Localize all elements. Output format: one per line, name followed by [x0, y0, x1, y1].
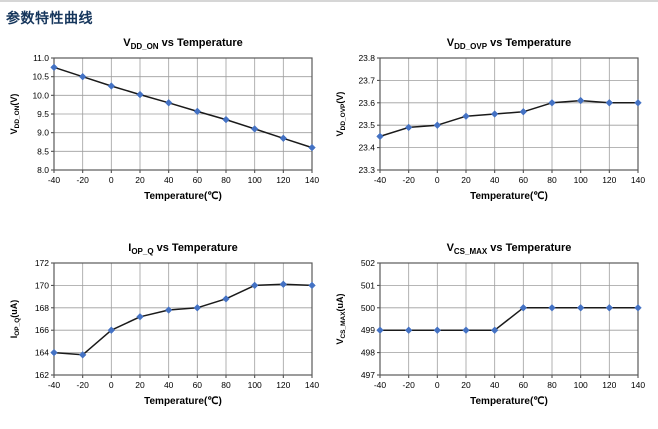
- svg-text:8.5: 8.5: [37, 146, 49, 156]
- svg-text:100: 100: [574, 175, 588, 185]
- svg-text:120: 120: [602, 175, 616, 185]
- svg-text:80: 80: [547, 380, 557, 390]
- svg-text:172: 172: [35, 258, 49, 268]
- svg-text:120: 120: [276, 175, 290, 185]
- svg-text:170: 170: [35, 281, 49, 291]
- chart-plot-vdd-ovp: 23.3 23.4 23.5 23.6 23.7 23.8 -40 -20 0 20 40 60 80 1…: [332, 52, 648, 204]
- svg-text:11.0: 11.0: [33, 53, 49, 63]
- svg-text:168: 168: [35, 303, 49, 313]
- chart-title-iop-q: IOP_Q vs Temperature: [128, 242, 238, 257]
- svg-text:Temperature(℃): Temperature(℃): [144, 396, 222, 407]
- svg-text:0: 0: [435, 380, 440, 390]
- svg-text:23.5: 23.5: [358, 120, 375, 130]
- chart-vdd-ovp: VDD_OVP vs Temperature 23.3 23.4 23.5 23.6 2…: [332, 37, 648, 204]
- svg-text:140: 140: [631, 380, 645, 390]
- svg-text:60: 60: [193, 175, 203, 185]
- svg-text:-40: -40: [48, 380, 61, 390]
- svg-text:23.8: 23.8: [358, 53, 375, 63]
- svg-text:23.3: 23.3: [358, 165, 375, 175]
- chart-plot-vcs-max: 497 498 499 500 501 502 -40 -20 0 20 40 60 80 100 120 1…: [332, 257, 648, 409]
- svg-text:498: 498: [361, 348, 375, 358]
- svg-text:-20: -20: [403, 175, 416, 185]
- svg-text:497: 497: [361, 370, 375, 380]
- chart-vcs-max: VCS_MAX vs Temperature 497 498 499 500 501 50…: [332, 242, 648, 409]
- svg-text:166: 166: [35, 326, 49, 336]
- svg-text:502: 502: [361, 258, 375, 268]
- chart-title-vdd-ovp: VDD_OVP vs Temperature: [446, 37, 572, 52]
- svg-text:60: 60: [193, 380, 203, 390]
- svg-text:0: 0: [109, 380, 114, 390]
- svg-text:VDD_OVP(V): VDD_OVP(V): [335, 92, 347, 137]
- svg-text:-40: -40: [48, 175, 61, 185]
- svg-text:100: 100: [574, 380, 588, 390]
- svg-text:80: 80: [221, 380, 231, 390]
- svg-text:60: 60: [519, 175, 529, 185]
- svg-text:140: 140: [305, 380, 319, 390]
- svg-text:0: 0: [435, 175, 440, 185]
- svg-text:100: 100: [248, 175, 262, 185]
- svg-text:0: 0: [109, 175, 114, 185]
- svg-text:20: 20: [135, 175, 145, 185]
- svg-text:8.0: 8.0: [37, 165, 49, 175]
- svg-text:9.5: 9.5: [37, 109, 49, 119]
- svg-text:-20: -20: [77, 175, 90, 185]
- chart-title-vdd-on: VDD_ON vs Temperature: [123, 37, 243, 52]
- svg-text:23.4: 23.4: [358, 143, 375, 153]
- svg-text:-20: -20: [77, 380, 90, 390]
- svg-text:VCS_MAX(uA): VCS_MAX(uA): [335, 294, 347, 345]
- svg-text:-40: -40: [374, 175, 387, 185]
- svg-text:80: 80: [547, 175, 557, 185]
- chart-plot-iop-q: 162 164 166 168 170 172 -40 -20 0 20 40 60 80 100 120 1…: [6, 257, 322, 409]
- svg-text:162: 162: [35, 370, 49, 380]
- svg-text:40: 40: [164, 175, 174, 185]
- svg-text:IOP_Q(uA): IOP_Q(uA): [9, 300, 21, 339]
- svg-text:501: 501: [361, 281, 375, 291]
- svg-text:40: 40: [490, 380, 500, 390]
- chart-plot-vdd-on: 8.0 8.5 9.0 9.5 10.0 10.5 11.0 -40 -20 0 20 40 60 80 1…: [6, 52, 322, 204]
- charts-grid: VDD_ON vs Temperature 8.0 8.5 9.0 9.5 10.0 10…: [6, 37, 650, 409]
- svg-text:20: 20: [135, 380, 145, 390]
- svg-text:Temperature(℃): Temperature(℃): [144, 191, 222, 202]
- svg-text:VDD_ON(V): VDD_ON(V): [9, 94, 21, 135]
- svg-text:499: 499: [361, 326, 375, 336]
- svg-text:120: 120: [276, 380, 290, 390]
- page-title: 参数特性曲线: [6, 10, 93, 26]
- svg-text:23.7: 23.7: [358, 76, 375, 86]
- svg-text:10.5: 10.5: [32, 72, 49, 82]
- svg-text:60: 60: [519, 380, 529, 390]
- svg-text:Temperature(℃): Temperature(℃): [470, 396, 548, 407]
- chart-vdd-on: VDD_ON vs Temperature 8.0 8.5 9.0 9.5 10.0 10…: [6, 37, 322, 204]
- chart-iop-q: IOP_Q vs Temperature 162 164 166 168 170 172 -…: [6, 242, 322, 409]
- svg-text:Temperature(℃): Temperature(℃): [470, 191, 548, 202]
- svg-text:-40: -40: [374, 380, 387, 390]
- svg-text:164: 164: [35, 348, 49, 358]
- svg-text:23.6: 23.6: [358, 98, 375, 108]
- svg-text:120: 120: [602, 380, 616, 390]
- svg-text:10.0: 10.0: [32, 90, 49, 100]
- svg-text:40: 40: [164, 380, 174, 390]
- svg-text:40: 40: [490, 175, 500, 185]
- svg-text:500: 500: [361, 303, 375, 313]
- svg-text:-20: -20: [403, 380, 416, 390]
- svg-text:140: 140: [631, 175, 645, 185]
- svg-text:140: 140: [305, 175, 319, 185]
- svg-text:9.0: 9.0: [37, 128, 49, 138]
- svg-text:20: 20: [461, 175, 471, 185]
- svg-text:100: 100: [248, 380, 262, 390]
- svg-text:20: 20: [461, 380, 471, 390]
- chart-title-vcs-max: VCS_MAX vs Temperature: [446, 242, 572, 257]
- svg-text:80: 80: [221, 175, 231, 185]
